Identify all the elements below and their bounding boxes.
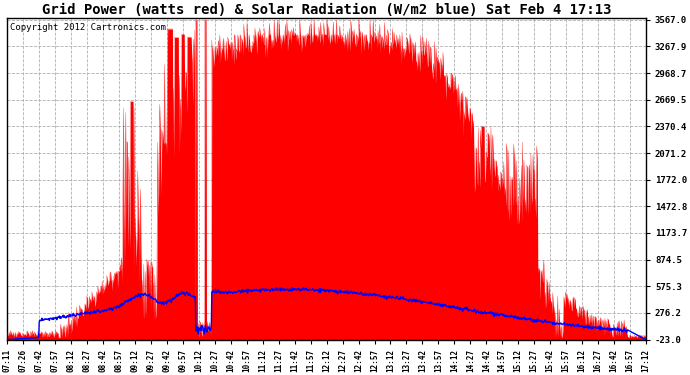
Title: Grid Power (watts red) & Solar Radiation (W/m2 blue) Sat Feb 4 17:13: Grid Power (watts red) & Solar Radiation… (42, 3, 611, 17)
Text: Copyright 2012 Cartronics.com: Copyright 2012 Cartronics.com (10, 23, 166, 32)
